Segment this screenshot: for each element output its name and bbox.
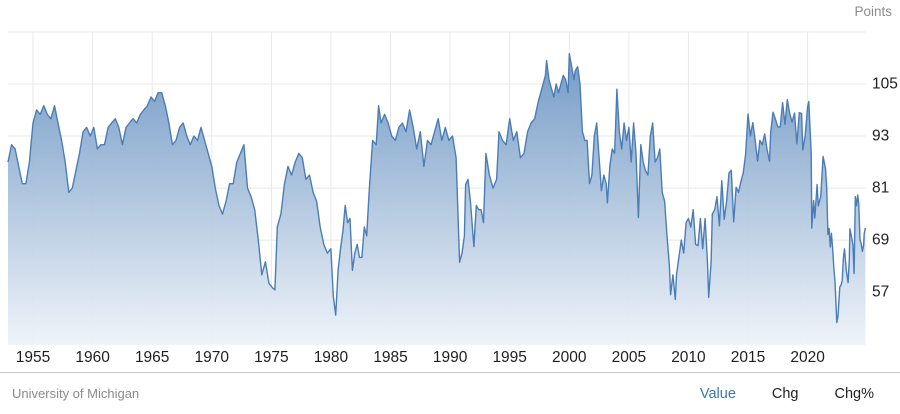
svg-text:2020: 2020 xyxy=(790,349,825,366)
svg-text:69: 69 xyxy=(872,232,889,249)
consumer-sentiment-area-chart[interactable]: 105 93 81 69 57 1955 1960 1965 1970 1975 1980 1985 1… xyxy=(0,0,900,372)
svg-text:1955: 1955 xyxy=(16,349,50,366)
svg-text:2000: 2000 xyxy=(552,349,587,366)
svg-text:81: 81 xyxy=(872,180,889,197)
svg-text:1965: 1965 xyxy=(135,349,169,366)
tab-chg[interactable]: Chg xyxy=(771,385,799,402)
tab-chg-pct[interactable]: Chg% xyxy=(834,385,875,402)
chart-footer: University of Michigan Value Chg Chg% xyxy=(0,373,900,414)
svg-text:57: 57 xyxy=(872,284,889,301)
series-mode-tabs: Value Chg Chg% xyxy=(700,386,886,402)
svg-text:2010: 2010 xyxy=(671,349,706,366)
svg-text:1970: 1970 xyxy=(195,349,230,366)
footer-divider xyxy=(0,372,900,373)
y-axis-unit-label: Points xyxy=(854,4,892,19)
tab-value[interactable]: Value xyxy=(699,385,736,402)
svg-text:93: 93 xyxy=(872,128,889,145)
svg-text:1975: 1975 xyxy=(254,349,288,366)
svg-text:1960: 1960 xyxy=(75,349,110,366)
svg-text:2005: 2005 xyxy=(612,349,646,366)
svg-text:1980: 1980 xyxy=(314,349,349,366)
svg-text:1985: 1985 xyxy=(373,349,407,366)
svg-text:105: 105 xyxy=(872,76,898,93)
svg-text:2015: 2015 xyxy=(731,349,765,366)
svg-text:1990: 1990 xyxy=(433,349,468,366)
svg-text:1995: 1995 xyxy=(492,349,526,366)
source-label: University of Michigan xyxy=(12,386,140,401)
